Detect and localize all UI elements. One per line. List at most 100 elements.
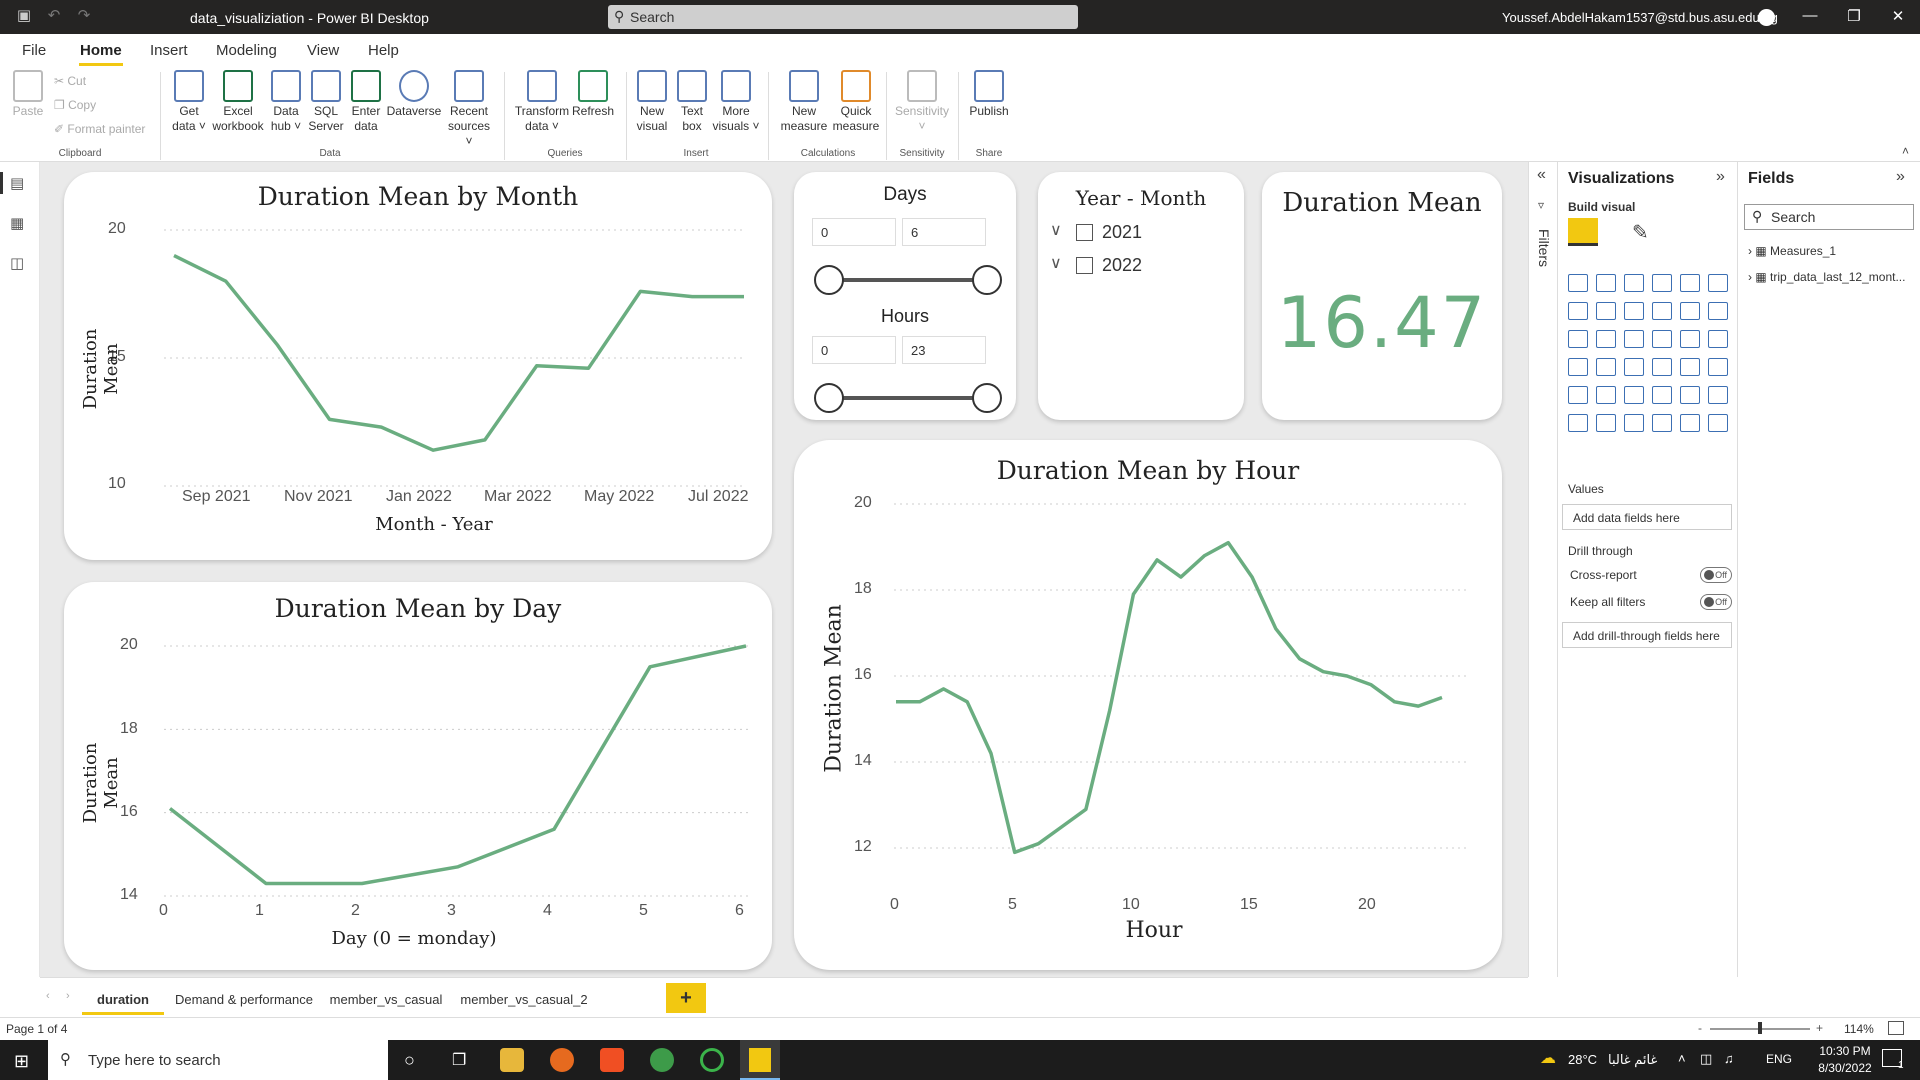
hours-slider-min-handle[interactable]	[814, 383, 844, 413]
cross-report-toggle[interactable]: Off	[1700, 567, 1732, 583]
fields-search-input[interactable]: ⚲ Search	[1744, 204, 1914, 230]
visual-type-icon[interactable]	[1568, 274, 1588, 292]
build-visual-tab[interactable]	[1568, 218, 1598, 246]
checkbox-2021[interactable]	[1076, 224, 1093, 241]
avatar[interactable]	[1758, 9, 1775, 26]
visual-type-icon[interactable]	[1652, 274, 1672, 292]
sql-server-button[interactable]: SQL Server	[306, 70, 346, 134]
visual-type-icon[interactable]	[1708, 274, 1728, 292]
refresh-button[interactable]: Refresh	[568, 70, 618, 119]
menu-help[interactable]: Help	[368, 42, 399, 59]
tab-duration[interactable]: duration	[82, 979, 164, 1015]
paste-button[interactable]: Paste	[10, 70, 46, 119]
menu-modeling[interactable]: Modeling	[216, 42, 277, 59]
chevron-down-icon[interactable]: ∨	[1050, 255, 1062, 272]
chart-day[interactable]: Duration Mean by Day 20 18 16 14 0 1 2 3…	[64, 582, 772, 970]
field-table-measures[interactable]: › ▦ Measures_1	[1748, 244, 1837, 258]
kpi-card[interactable]: Duration Mean 16.47	[1262, 172, 1502, 420]
visual-type-icon[interactable]	[1680, 358, 1700, 376]
quick-measure-button[interactable]: Quick measure	[828, 70, 884, 134]
visual-type-icon[interactable]	[1680, 302, 1700, 320]
days-min-input[interactable]: 0	[812, 218, 896, 246]
search-input[interactable]: ⚲ Search	[608, 5, 1078, 29]
firefox-icon[interactable]	[550, 1048, 574, 1072]
windows-start-icon[interactable]: ⊞	[14, 1051, 30, 1071]
clock-time[interactable]: 10:30 PM	[1819, 1044, 1871, 1058]
hours-max-input[interactable]: 23	[902, 336, 986, 364]
scroll-tabs-right-icon[interactable]: ›	[66, 990, 70, 1002]
visual-type-icon[interactable]	[1680, 386, 1700, 404]
hours-slider-max-handle[interactable]	[972, 383, 1002, 413]
app-icon[interactable]	[700, 1048, 724, 1072]
menu-home[interactable]: Home	[80, 42, 122, 59]
minimize-icon[interactable]: —	[1802, 7, 1818, 24]
values-drop-zone[interactable]: Add data fields here	[1562, 504, 1732, 530]
tab-member-vs-casual-2[interactable]: member_vs_casual_2	[460, 992, 588, 1007]
new-visual-button[interactable]: New visual	[630, 70, 674, 134]
data-view-icon[interactable]: ▦	[10, 215, 25, 232]
taskbar-search-input[interactable]: ⚲ Type here to search	[48, 1040, 388, 1080]
recent-sources-button[interactable]: Recent sources ˅	[444, 70, 494, 149]
task-view-icon[interactable]: ❐	[452, 1052, 467, 1069]
visual-type-icon[interactable]	[1624, 302, 1644, 320]
visual-type-icon[interactable]	[1652, 358, 1672, 376]
excel-workbook-button[interactable]: Excel workbook	[210, 70, 266, 134]
visual-type-icon[interactable]	[1652, 302, 1672, 320]
days-max-input[interactable]: 6	[902, 218, 986, 246]
language-indicator[interactable]: ENG	[1766, 1052, 1793, 1066]
scroll-tabs-left-icon[interactable]: ‹	[46, 990, 50, 1002]
restore-icon[interactable]: ❐	[1847, 8, 1861, 25]
visual-type-icon[interactable]	[1652, 386, 1672, 404]
visual-type-icon[interactable]	[1596, 330, 1616, 348]
zoom-in-icon[interactable]: +	[1816, 1021, 1824, 1035]
file-explorer-icon[interactable]	[500, 1048, 524, 1072]
drill-through-drop-zone[interactable]: Add drill-through fields here	[1562, 622, 1732, 648]
report-view-icon[interactable]: ▤	[10, 175, 25, 192]
dataverse-button[interactable]: Dataverse	[386, 70, 442, 119]
visual-type-icon[interactable]	[1708, 330, 1728, 348]
collapse-fields-icon[interactable]: »	[1896, 168, 1905, 185]
close-icon[interactable]: ✕	[1891, 8, 1905, 25]
visual-type-icon[interactable]	[1680, 330, 1700, 348]
visual-type-icon[interactable]	[1596, 302, 1616, 320]
get-data-button[interactable]: Get data ˅	[166, 70, 212, 134]
tab-demand-performance[interactable]: Demand & performance	[174, 992, 313, 1007]
visual-type-icon[interactable]	[1624, 358, 1644, 376]
visual-type-icon[interactable]	[1568, 302, 1588, 320]
visual-type-icon[interactable]	[1624, 386, 1644, 404]
save-icon[interactable]: ▣	[16, 7, 32, 24]
more-visuals-button[interactable]: More visuals ˅	[710, 70, 762, 134]
visual-type-icon[interactable]	[1652, 330, 1672, 348]
format-painter-button[interactable]: ✐ Format painter	[54, 122, 146, 136]
visual-type-icon[interactable]	[1624, 330, 1644, 348]
slicer-item-2021[interactable]: 2021	[1102, 222, 1143, 242]
cut-button[interactable]: ✂ Cut	[54, 74, 87, 88]
slicer-item-2022[interactable]: 2022	[1102, 255, 1143, 275]
chart-hour[interactable]: Duration Mean by Hour 20 18 16 14 12 0 5…	[794, 440, 1502, 970]
transform-data-button[interactable]: Transform data ˅	[512, 70, 572, 134]
visual-type-icon[interactable]	[1680, 274, 1700, 292]
zoom-slider-handle[interactable]	[1758, 1022, 1762, 1034]
speaker-icon[interactable]: ♫	[1724, 1051, 1734, 1066]
model-view-icon[interactable]: ◫	[10, 255, 25, 272]
visual-type-icon[interactable]	[1708, 386, 1728, 404]
expand-filters-icon[interactable]: «	[1537, 166, 1546, 183]
days-slider-max-handle[interactable]	[972, 265, 1002, 295]
year-month-slicer[interactable]: Year - Month ∨ 2021 ∨ 2022	[1038, 172, 1244, 420]
enter-data-button[interactable]: Enter data	[346, 70, 386, 134]
data-hub-button[interactable]: Data hub ˅	[266, 70, 306, 134]
visual-type-icon[interactable]	[1568, 386, 1588, 404]
chrome-icon[interactable]	[650, 1048, 674, 1072]
visual-type-icon[interactable]	[1596, 386, 1616, 404]
visual-type-icon[interactable]	[1596, 274, 1616, 292]
sensitivity-button[interactable]: Sensitivity ˅	[890, 70, 954, 134]
undo-icon[interactable]: ↶	[47, 7, 61, 24]
clock-date[interactable]: 8/30/2022	[1818, 1061, 1872, 1075]
zoom-out-icon[interactable]: -	[1698, 1021, 1702, 1035]
menu-view[interactable]: View	[307, 42, 340, 59]
add-page-button[interactable]: +	[666, 983, 706, 1013]
tray-chevron-icon[interactable]: ˄	[1678, 1051, 1686, 1066]
menu-insert[interactable]: Insert	[150, 42, 188, 59]
visual-type-icon[interactable]	[1708, 414, 1728, 432]
field-table-trips[interactable]: › ▦ trip_data_last_12_mont...	[1748, 270, 1906, 284]
